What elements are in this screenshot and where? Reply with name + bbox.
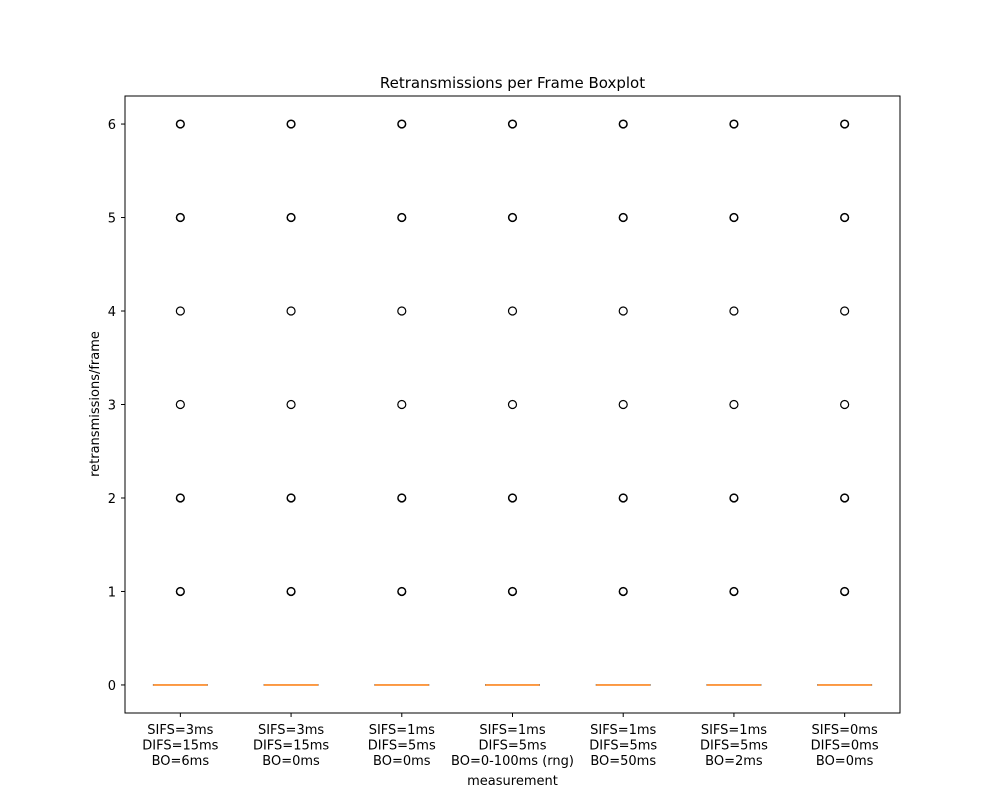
outlier-point-overlap: [729, 587, 739, 596]
box-5: [595, 119, 651, 686]
outlier-point: [175, 306, 185, 316]
outlier-point: [729, 306, 739, 316]
x-tick-label-line: DIFS=5ms: [700, 739, 768, 754]
outlier-point-overlap: [286, 119, 296, 129]
outlier-point-overlap: [508, 493, 517, 503]
x-tick-label: SIFS=3ms DIFS=15ms BO=0ms: [253, 723, 329, 769]
outlier-point-overlap: [840, 493, 849, 503]
outlier-point-overlap: [619, 493, 628, 503]
outlier-point-overlap: [840, 119, 849, 129]
outlier-point: [286, 399, 296, 410]
x-tick-label-line: DIFS=0ms: [811, 739, 879, 754]
x-tick-label-line: SIFS=3ms: [147, 723, 213, 738]
outlier-point-overlap: [840, 587, 849, 596]
x-tick-label-line: SIFS=1ms: [701, 723, 767, 738]
outlier-point-overlap: [619, 587, 628, 596]
outlier-point-overlap: [508, 213, 517, 222]
y-tick-label: 0: [108, 679, 116, 694]
outlier-point: [729, 399, 739, 410]
outlier-point: [397, 306, 407, 316]
outlier-point: [507, 399, 518, 410]
x-tick-label-line: BO=2ms: [705, 754, 763, 769]
x-tick-label-line: SIFS=3ms: [258, 723, 324, 738]
outlier-point-overlap: [176, 119, 185, 129]
y-tick-label: 2: [108, 492, 116, 507]
outlier-point-overlap: [729, 119, 739, 129]
y-tick-label: 6: [108, 118, 116, 133]
outlier-point: [840, 399, 850, 410]
x-tick-label-line: DIFS=5ms: [368, 739, 436, 754]
x-tick-label-line: BO=0ms: [816, 754, 874, 769]
x-tick-label: SIFS=1ms DIFS=5ms BO=0ms: [368, 723, 436, 769]
y-tick-label: 4: [108, 305, 116, 320]
outlier-point-overlap: [508, 119, 517, 129]
x-tick-label-line: BO=0ms: [262, 754, 320, 769]
x-tick-label: SIFS=3ms DIFS=15ms BO=6ms: [142, 723, 218, 769]
outlier-point-overlap: [397, 119, 406, 129]
box-6: [706, 119, 762, 686]
chart-title: Retransmissions per Frame Boxplot: [380, 74, 645, 92]
x-tick-label-line: BO=0ms: [373, 754, 431, 769]
x-tick-label-line: SIFS=0ms: [812, 723, 878, 738]
outlier-point: [397, 399, 407, 410]
outlier-point: [840, 306, 850, 316]
outlier-point-overlap: [508, 587, 517, 596]
x-tick-label-line: DIFS=5ms: [479, 739, 547, 754]
x-tick-label: SIFS=1ms DIFS=5ms BO=0-100ms (rng): [451, 723, 574, 769]
x-tick-label-line: SIFS=1ms: [479, 723, 545, 738]
outlier-point-overlap: [286, 493, 296, 503]
x-tick-label-line: DIFS=15ms: [142, 739, 218, 754]
y-axis: 0 1 2 3 4 5 6: [108, 118, 125, 694]
outlier-point-overlap: [176, 213, 185, 222]
x-tick-label-line: DIFS=5ms: [589, 739, 657, 754]
outlier-point: [175, 399, 185, 410]
outlier-point-overlap: [619, 119, 628, 129]
x-tick-label: SIFS=1ms DIFS=5ms BO=50ms: [589, 723, 657, 769]
box-3: [374, 119, 430, 686]
outlier-point-overlap: [286, 213, 296, 222]
x-tick-label: SIFS=0ms DIFS=0ms BO=0ms: [811, 723, 879, 769]
outlier-point-overlap: [286, 587, 296, 596]
x-tick-label: SIFS=1ms DIFS=5ms BO=2ms: [700, 723, 768, 769]
outlier-point-overlap: [729, 493, 739, 503]
y-axis-label: retransmissions/frame: [88, 331, 103, 477]
x-tick-label-line: BO=50ms: [590, 754, 656, 769]
x-tick-label-line: SIFS=1ms: [590, 723, 656, 738]
outlier-point-overlap: [176, 493, 185, 503]
x-tick-label-line: DIFS=15ms: [253, 739, 329, 754]
box-2: [263, 119, 319, 686]
box-1: [152, 119, 208, 686]
x-tick-label-line: BO=0-100ms (rng): [451, 754, 574, 769]
x-axis-label: measurement: [467, 774, 558, 789]
outlier-point-overlap: [176, 587, 185, 596]
y-tick-label: 1: [108, 585, 116, 600]
x-tick-label-line: BO=6ms: [152, 754, 210, 769]
boxes-group: [152, 119, 873, 686]
outlier-point: [618, 399, 628, 410]
box-7: [817, 119, 873, 686]
outlier-point-overlap: [397, 213, 406, 222]
outlier-point-overlap: [397, 493, 406, 503]
plot-frame: [124, 95, 901, 714]
outlier-point: [618, 306, 628, 316]
outlier-point-overlap: [729, 213, 739, 222]
box-4: [485, 119, 540, 686]
outlier-point-overlap: [397, 587, 406, 596]
y-tick-label: 5: [108, 212, 116, 227]
y-tick-label: 3: [108, 399, 116, 414]
outlier-point: [507, 306, 518, 316]
outlier-point-overlap: [619, 213, 628, 222]
x-tick-label-line: SIFS=1ms: [369, 723, 435, 738]
outlier-point: [286, 306, 296, 316]
outlier-point-overlap: [840, 213, 849, 222]
